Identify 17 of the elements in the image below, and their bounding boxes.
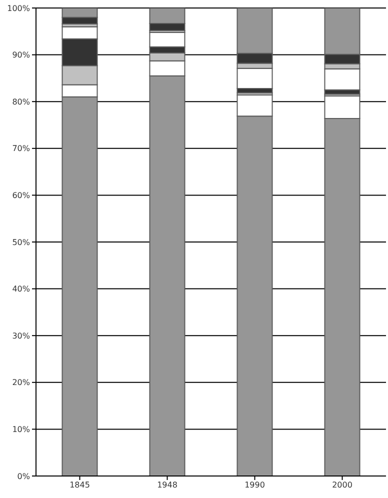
y-tick-label: 30% bbox=[12, 331, 30, 340]
y-tick-label: 90% bbox=[12, 50, 30, 60]
y-tick-label: 70% bbox=[12, 144, 30, 154]
y-tick-label: 80% bbox=[12, 97, 30, 106]
bar bbox=[236, 68, 273, 89]
y-tick-label: 60% bbox=[12, 191, 30, 200]
y-tick-label: 40% bbox=[12, 284, 30, 294]
y-tick-label: 20% bbox=[12, 378, 30, 388]
y-tick-label: 50% bbox=[12, 238, 30, 247]
x-tick-label: 1845 bbox=[70, 480, 90, 490]
y-tick-label: 0% bbox=[17, 472, 30, 481]
x-tick-label: 1948 bbox=[157, 480, 178, 490]
bar bbox=[324, 68, 360, 90]
y-tick-label: 10% bbox=[12, 425, 30, 434]
y-tick-label: 100% bbox=[7, 4, 30, 13]
x-tick-label: 1990 bbox=[244, 480, 265, 490]
x-tick-label: 2000 bbox=[332, 480, 352, 490]
